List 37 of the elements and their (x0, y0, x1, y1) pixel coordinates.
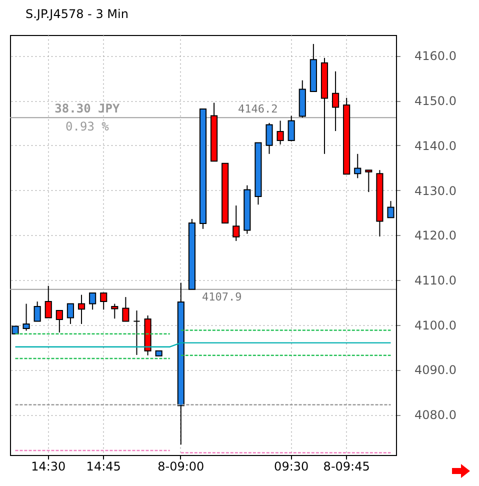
y-tick-label: 4110.0 (414, 274, 456, 288)
candlestick (66, 303, 74, 324)
candlestick (332, 70, 340, 132)
candlestick (122, 296, 130, 322)
chart-title: S.JP.J4578 - 3 Min (26, 7, 128, 21)
candlestick (89, 292, 96, 310)
ref-line-label: 4146.2 (238, 102, 278, 116)
x-tick-label: 14:45 (86, 460, 121, 474)
y-tick-label: 4080.0 (414, 408, 456, 422)
y-tick-label: 4120.0 (414, 228, 456, 243)
x-tick-label: 14:30 (31, 460, 66, 474)
candlestick (288, 115, 295, 142)
candlestick (111, 303, 118, 320)
candlestick (56, 310, 63, 333)
candlestick (133, 310, 140, 356)
ref-line-label: 4107.9 (202, 290, 242, 304)
y-tick-label: 4130.0 (414, 184, 456, 198)
y-tick-label: 4140.0 (414, 138, 456, 153)
candlestick (78, 294, 86, 324)
y-tick-label: 4150.0 (414, 94, 456, 108)
candlestick (365, 170, 372, 193)
candlestick (34, 301, 41, 322)
candlestick (276, 120, 284, 145)
y-tick-label: 4090.0 (414, 363, 456, 378)
annotation: 0.93 % (66, 120, 110, 134)
candlestick (22, 303, 30, 332)
annotation: 38.30 JPY (54, 102, 120, 116)
candlestick (100, 292, 108, 310)
x-tick-label: 09:30 (274, 460, 309, 474)
candlestick (354, 153, 362, 179)
candlestick (44, 285, 52, 318)
y-tick-label: 4100.0 (414, 318, 456, 332)
x-tick-label: 8-09:00 (158, 460, 204, 474)
candlestick (266, 122, 273, 154)
candlestick (232, 205, 240, 242)
x-tick-label: 8-09:45 (323, 460, 370, 474)
y-tick-label: 4160.0 (414, 49, 456, 64)
